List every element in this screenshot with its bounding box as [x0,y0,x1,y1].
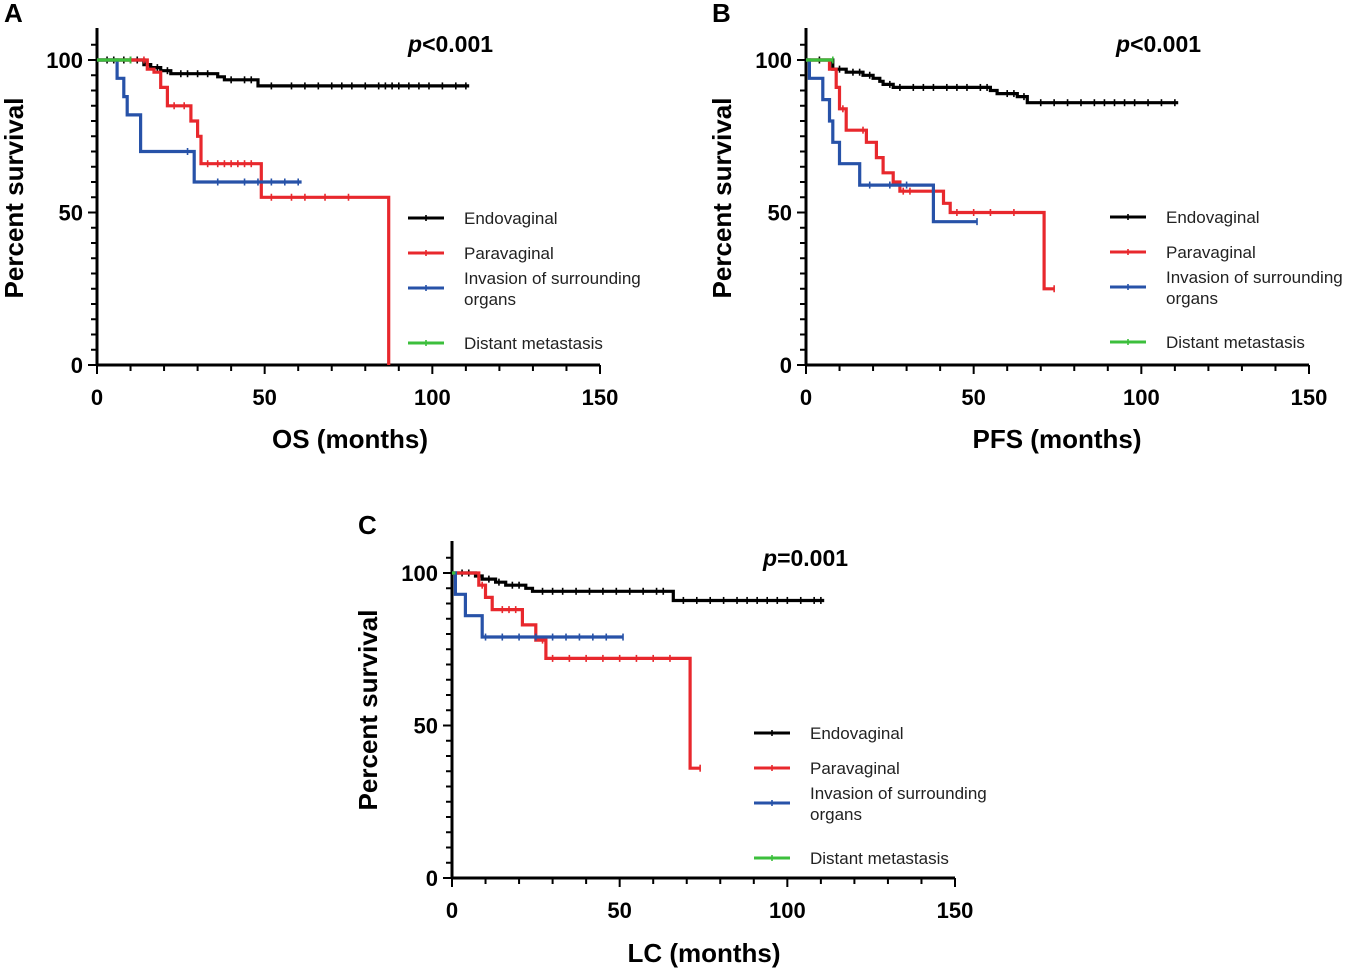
panel-a-p-value: p<0.001 [407,31,493,57]
panel-b-x-tick-label: 150 [1291,385,1328,410]
panel-c-letter: C [358,510,377,540]
panel-c-x-tick-label: 150 [937,898,974,923]
panel-c-x-tick-label: 100 [769,898,806,923]
panel-c-y-tick-label: 100 [401,561,438,586]
panel-c-legend-label-paravaginal: Paravaginal [810,759,900,778]
panel-a-letter: A [4,0,23,28]
panel-b-x-tick-label: 0 [800,385,812,410]
panel-a-y-tick-label: 0 [71,353,83,378]
panel-c-invasion-curve [452,571,623,639]
panel-c-legend-label-distant: Distant metastasis [810,849,949,868]
panel-a-legend-label-invasion: Invasion of surrounding organs [464,269,641,309]
panel-c-p-value: p=0.001 [762,545,848,571]
panel-c-y-axis-title: Percent survival [353,610,383,811]
panel-c-y-tick-label: 0 [426,866,438,891]
panel-a-y-tick-label: 100 [46,48,83,73]
panel-c-y-tick-label: 50 [414,714,438,739]
panel-a-paravaginal-curve [97,58,391,365]
panel-c-endovaginal-curve [452,571,825,603]
panel-a-legend-label-paravaginal: Paravaginal [464,244,554,263]
panel-a-y-axis-title: Percent survival [0,98,29,299]
panel-b-legend-label-distant: Distant metastasis [1166,333,1305,352]
panel-b-letter: B [712,0,731,28]
panel-b: B p<0.001 0 50 100 0 50 100 150 Endovaginal Par… [707,0,1343,454]
panel-a-invasion-curve [97,58,302,184]
panel-b-endovaginal-curve [806,58,1179,105]
panel-b-legend-label-endovaginal: Endovaginal [1166,208,1260,227]
panel-b-legend-label-invasion: Invasion of surrounding organs [1166,268,1343,308]
panel-b-x-tick-label: 50 [961,385,985,410]
panel-b-p-value: p<0.001 [1115,31,1201,57]
panel-c-x-tick-label: 0 [446,898,458,923]
panel-b-y-axis-title: Percent survival [707,98,737,299]
panel-a-x-tick-label: 0 [91,385,103,410]
panel-b-y-tick-label: 50 [768,201,792,226]
panel-c: C p=0.001 0 50 100 0 50 100 150 Endovaginal Par… [353,510,987,968]
panel-c-paravaginal-curve [452,571,701,770]
panel-a-x-tick-label: 50 [252,385,276,410]
panel-c-x-axis-title: LC (months) [627,938,780,968]
panel-c-legend-label-endovaginal: Endovaginal [810,724,904,743]
panel-a-legend-label-endovaginal: Endovaginal [464,209,558,228]
panel-b-legend-label-paravaginal: Paravaginal [1166,243,1256,262]
panel-b-paravaginal-curve [806,58,1055,291]
panel-a-x-tick-label: 150 [582,385,619,410]
panel-b-x-tick-label: 100 [1123,385,1160,410]
panel-b-y-tick-label: 100 [755,48,792,73]
panel-b-x-axis-title: PFS (months) [973,424,1142,454]
panel-a-legend-label-distant: Distant metastasis [464,334,603,353]
panel-a-y-tick-label: 50 [59,201,83,226]
panel-a-x-axis-title: OS (months) [272,424,428,454]
panel-c-x-tick-label: 50 [607,898,631,923]
panel-b-y-tick-label: 0 [780,353,792,378]
panel-c-legend-label-invasion: Invasion of surrounding organs [810,784,987,824]
panel-a: A p<0.001 0 50 100 0 50 100 150 Endovaginal Par… [0,0,641,454]
panel-a-x-tick-label: 100 [414,385,451,410]
panel-b-invasion-curve [806,58,977,224]
